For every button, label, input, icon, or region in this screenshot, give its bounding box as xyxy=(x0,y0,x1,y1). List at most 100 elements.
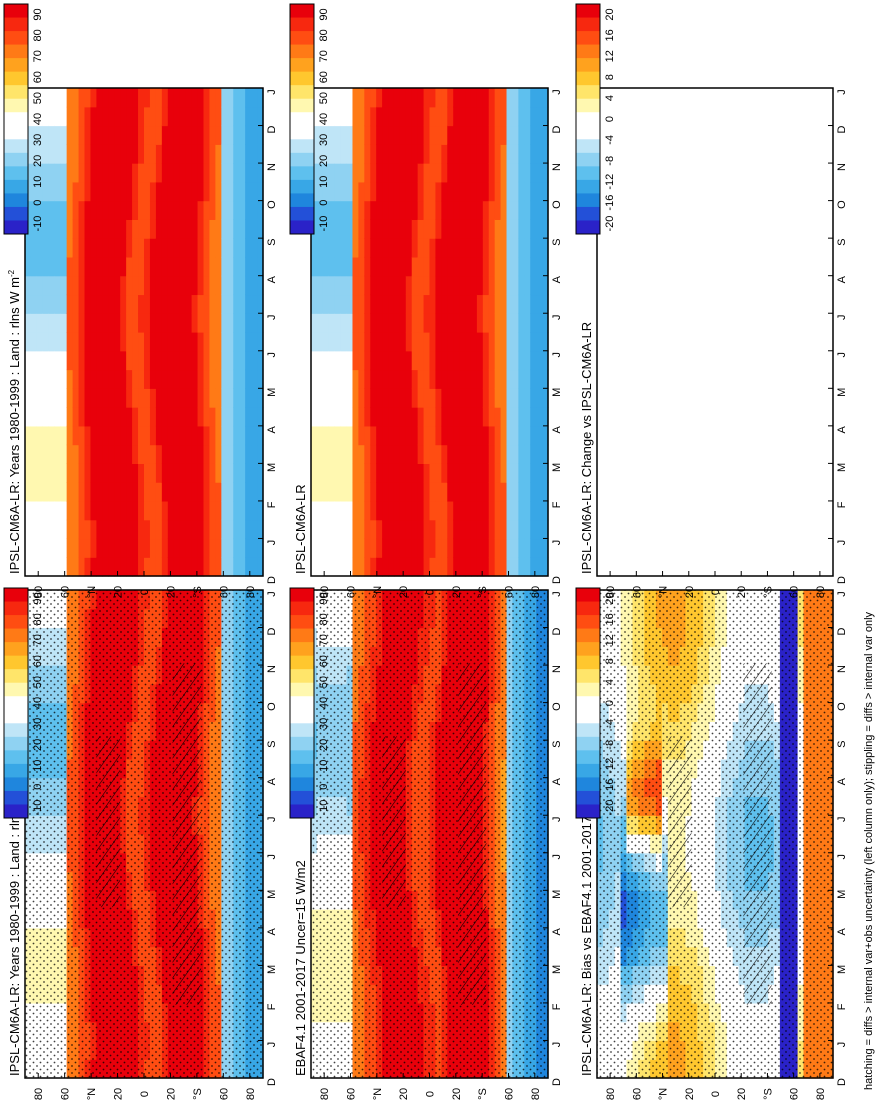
heatmap-cell xyxy=(144,369,151,389)
heatmap-cell xyxy=(524,350,531,371)
heatmap-cell xyxy=(429,444,437,464)
heatmap-cell xyxy=(482,425,490,446)
heatmap-cell xyxy=(352,463,359,483)
heatmap-cell xyxy=(393,238,401,258)
heatmap-cell xyxy=(358,519,365,540)
heatmap-cell xyxy=(48,200,56,220)
heatmap-cell xyxy=(66,238,74,258)
heatmap-cell xyxy=(209,294,216,314)
heatmap-cell xyxy=(245,163,252,183)
heatmap-cell xyxy=(221,256,228,277)
heatmap-cell xyxy=(167,275,175,296)
heatmap-cell xyxy=(245,482,252,502)
heatmap-cell xyxy=(311,557,318,577)
heatmap-cell xyxy=(102,163,109,183)
heatmap-cell xyxy=(316,88,324,108)
heatmap-cell xyxy=(411,519,419,540)
heatmap-cell xyxy=(108,163,115,183)
heatmap-cell xyxy=(358,106,365,127)
heatmap-cell xyxy=(72,538,80,558)
heatmap-cell xyxy=(322,407,330,427)
heatmap-cell xyxy=(233,538,240,558)
lat-label: 20 xyxy=(113,586,125,598)
month-label: A xyxy=(551,426,563,434)
heatmap-cell xyxy=(149,500,157,521)
heatmap-cell xyxy=(102,200,109,220)
heatmap-cell xyxy=(417,294,425,314)
heatmap-cell xyxy=(417,125,425,145)
heatmap-cell xyxy=(203,200,211,220)
heatmap-cell xyxy=(245,369,252,389)
heatmap-cell xyxy=(334,200,342,220)
heatmap-cell xyxy=(476,125,484,145)
heatmap-cell xyxy=(470,144,478,164)
heatmap-cell xyxy=(352,181,359,202)
lat-label: 60 xyxy=(60,1088,72,1100)
heatmap-cell xyxy=(138,238,145,258)
heatmap-cell xyxy=(227,444,234,464)
heatmap-cell xyxy=(441,275,448,296)
heatmap-cell xyxy=(227,388,234,408)
heatmap-cell xyxy=(518,144,525,164)
heatmap-cell xyxy=(441,125,448,145)
heatmap-cell xyxy=(167,557,175,577)
heatmap-cell xyxy=(191,388,199,408)
heatmap-cell xyxy=(453,181,460,202)
heatmap-cell xyxy=(328,200,336,220)
month-label: J xyxy=(266,591,278,597)
heatmap-cell xyxy=(108,275,115,296)
heatmap-cell xyxy=(66,463,74,483)
heatmap-cell xyxy=(328,444,336,464)
heatmap-cell xyxy=(114,463,121,483)
heatmap-cell xyxy=(476,425,484,446)
heatmap-cell xyxy=(215,219,222,239)
heatmap-cell xyxy=(352,500,359,521)
heatmap-cell xyxy=(54,463,62,483)
heatmap-cell xyxy=(512,219,519,239)
heatmap-cell xyxy=(203,388,211,408)
heatmap-cell xyxy=(340,256,348,277)
heatmap-cell xyxy=(435,238,442,258)
heatmap-cell xyxy=(364,275,371,296)
heatmap-cell xyxy=(524,181,531,202)
heatmap-cell xyxy=(90,125,97,145)
heatmap-cell xyxy=(155,163,163,183)
heatmap-cell xyxy=(90,500,97,521)
heatmap-cell xyxy=(209,144,216,164)
heatmap-cell xyxy=(30,313,38,333)
heatmap-cell xyxy=(340,181,348,202)
heatmap-cell xyxy=(245,332,252,352)
heatmap-cell xyxy=(197,332,205,352)
heatmap-cell xyxy=(191,444,199,464)
heatmap-cell xyxy=(518,163,525,183)
heatmap-cell xyxy=(542,425,549,446)
heatmap-cell xyxy=(191,294,199,314)
heatmap-cell xyxy=(138,500,145,521)
heatmap-cell xyxy=(215,106,222,127)
heatmap-cell xyxy=(411,444,419,464)
heatmap-cell xyxy=(399,294,407,314)
heatmap-cell xyxy=(382,519,389,540)
heatmap-cell xyxy=(506,557,514,577)
heatmap-cell xyxy=(84,500,92,521)
heatmap-cell xyxy=(322,313,330,333)
heatmap-cell xyxy=(411,538,419,558)
heatmap-cell xyxy=(96,332,103,352)
heatmap-cell xyxy=(530,519,537,540)
heatmap-cell xyxy=(500,369,508,389)
heatmap-cell xyxy=(382,332,389,352)
heatmap-cell xyxy=(488,313,496,333)
heatmap-cell xyxy=(411,125,419,145)
heatmap-cell xyxy=(197,444,205,464)
heatmap-cell xyxy=(173,500,181,521)
heatmap-cell xyxy=(114,238,121,258)
heatmap-cell xyxy=(334,425,342,446)
heatmap-cell xyxy=(512,538,519,558)
heatmap-cell xyxy=(245,294,252,314)
heatmap-cell xyxy=(435,425,442,446)
heatmap-cell xyxy=(84,538,92,558)
heatmap-cell xyxy=(536,125,543,145)
heatmap-cell xyxy=(346,425,354,446)
heatmap-cell xyxy=(488,482,496,502)
heatmap-cell xyxy=(197,181,205,202)
